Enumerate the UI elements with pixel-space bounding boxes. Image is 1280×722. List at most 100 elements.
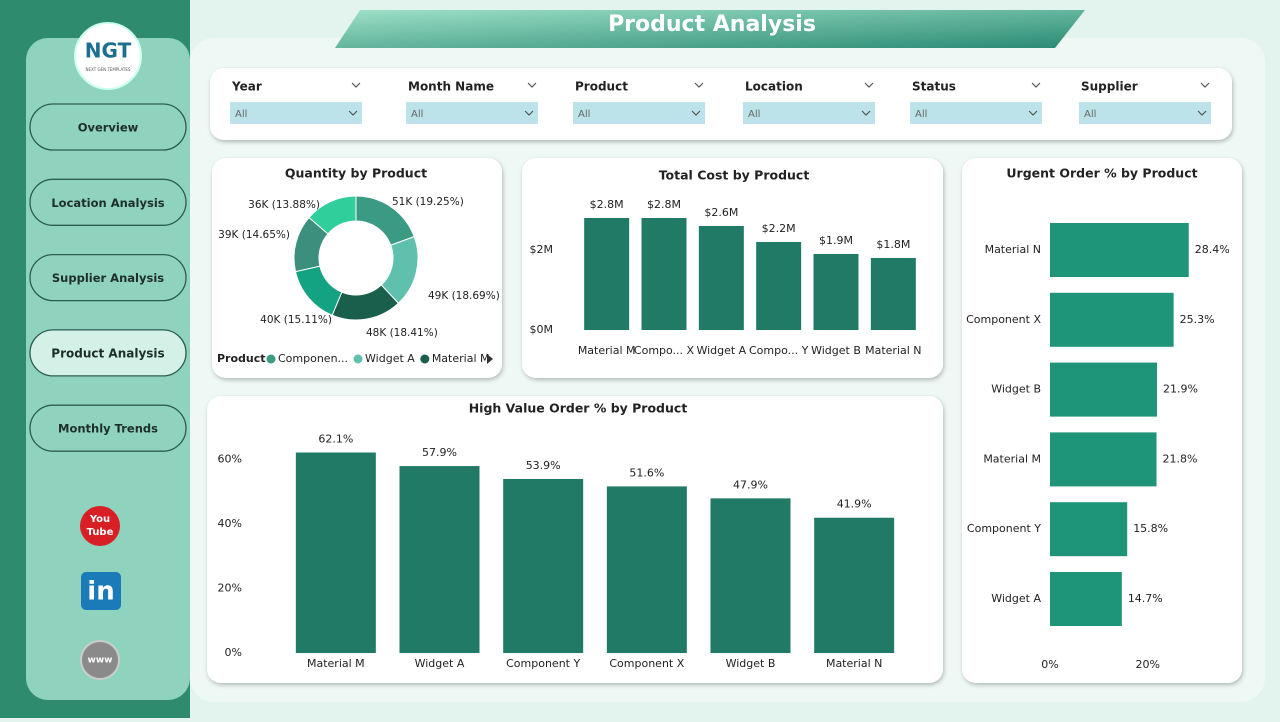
filter-chevron bbox=[694, 82, 704, 88]
filter-dropdown[interactable] bbox=[743, 102, 875, 124]
x-tick-label: Compo... X bbox=[634, 344, 695, 357]
x-tick-label: 20% bbox=[1135, 658, 1159, 671]
filter-dropdown[interactable] bbox=[406, 102, 538, 124]
legend-label: Material M bbox=[432, 352, 490, 365]
icon-text: You bbox=[89, 514, 110, 525]
logo-text: NGT bbox=[85, 39, 132, 63]
bar bbox=[503, 478, 584, 653]
dropdown-chevron bbox=[691, 110, 701, 116]
filter-dropdown[interactable] bbox=[910, 102, 1042, 124]
chart-title: Quantity by Product bbox=[285, 166, 427, 181]
data-label: $2.8M bbox=[590, 198, 624, 211]
data-label: 28.4% bbox=[1195, 243, 1230, 256]
y-tick-label: Widget B bbox=[991, 383, 1041, 396]
legend-swatch bbox=[353, 354, 363, 364]
nav-label: Supplier Analysis bbox=[52, 271, 164, 285]
title-banner bbox=[335, 10, 1085, 48]
legend-swatch bbox=[266, 354, 276, 364]
nav-label: Product Analysis bbox=[51, 346, 164, 360]
linkedin-icon[interactable] bbox=[81, 572, 121, 610]
nav-button[interactable] bbox=[29, 178, 187, 226]
bar bbox=[1050, 292, 1174, 347]
filter-dropdown[interactable] bbox=[1079, 102, 1211, 124]
data-label: $1.8M bbox=[876, 238, 910, 251]
filter-value: All bbox=[411, 109, 423, 120]
filter-bar bbox=[210, 68, 1232, 140]
filter-value: All bbox=[915, 109, 927, 120]
filter-value: All bbox=[578, 109, 590, 120]
y-tick-label: Material M bbox=[983, 452, 1041, 465]
y-tick-label: 60% bbox=[218, 452, 242, 465]
legend-label: Componen... bbox=[278, 352, 348, 365]
data-label: 53.9% bbox=[526, 459, 561, 472]
dropdown-chevron bbox=[1197, 110, 1207, 116]
nav-label: Overview bbox=[78, 121, 139, 135]
dropdown-chevron bbox=[1028, 110, 1038, 116]
nav-button[interactable] bbox=[29, 253, 187, 302]
data-label: 57.9% bbox=[422, 446, 457, 459]
nav-button[interactable] bbox=[29, 404, 187, 452]
web-icon[interactable] bbox=[80, 640, 120, 680]
y-tick-label: 0% bbox=[225, 646, 242, 659]
x-tick-label: Widget B bbox=[811, 344, 861, 357]
nav-button[interactable] bbox=[29, 329, 187, 377]
filter-dropdown[interactable] bbox=[573, 102, 705, 124]
filter-chevron bbox=[864, 82, 874, 88]
bar bbox=[1050, 502, 1128, 557]
donut-slice bbox=[308, 195, 357, 235]
x-tick-label: Material N bbox=[865, 344, 921, 357]
filter-label: Status bbox=[912, 80, 956, 94]
bar bbox=[756, 242, 802, 330]
x-tick-label: Material M bbox=[307, 657, 365, 670]
legend-arrow[interactable] bbox=[487, 354, 493, 364]
dropdown-chevron bbox=[524, 110, 534, 116]
data-label: 47.9% bbox=[733, 478, 768, 491]
data-label: 21.8% bbox=[1163, 452, 1198, 465]
bar bbox=[295, 452, 376, 653]
bar bbox=[710, 498, 791, 653]
y-tick-label: 20% bbox=[218, 581, 242, 594]
dropdown-chevron bbox=[861, 110, 871, 116]
filter-label: Location bbox=[745, 80, 803, 94]
bar bbox=[1050, 362, 1157, 417]
card bbox=[962, 158, 1242, 683]
filter-chevron bbox=[527, 82, 537, 88]
data-label: 15.8% bbox=[1133, 522, 1168, 535]
chart-title: High Value Order % by Product bbox=[469, 401, 688, 416]
bar bbox=[1050, 572, 1122, 626]
y-tick-label: $0M bbox=[530, 323, 554, 336]
x-tick-label: Widget A bbox=[415, 657, 465, 670]
legend-title: Product bbox=[217, 352, 266, 365]
bar bbox=[606, 486, 687, 653]
filter-label: Supplier bbox=[1081, 80, 1138, 94]
filter-chevron bbox=[1200, 82, 1210, 88]
chart-title: Total Cost by Product bbox=[659, 168, 810, 183]
bar bbox=[399, 466, 480, 653]
x-tick-label: 0% bbox=[1041, 658, 1058, 671]
chart-title: Urgent Order % by Product bbox=[1006, 166, 1197, 181]
youtube-icon[interactable] bbox=[80, 506, 120, 546]
logo bbox=[74, 22, 142, 90]
filter-value: All bbox=[1084, 109, 1096, 120]
data-label: 62.1% bbox=[318, 433, 353, 446]
nav-label: Monthly Trends bbox=[58, 422, 158, 436]
data-label: 48K (18.41%) bbox=[366, 327, 438, 339]
data-label: $2.6M bbox=[704, 206, 738, 219]
bar bbox=[584, 218, 630, 330]
y-tick-label: Material N bbox=[985, 243, 1041, 256]
data-label: $2.8M bbox=[647, 198, 681, 211]
data-label: 51.6% bbox=[629, 466, 664, 479]
nav-label: Location Analysis bbox=[51, 196, 164, 210]
data-label: 49K (18.69%) bbox=[428, 290, 500, 302]
filter-dropdown[interactable] bbox=[230, 102, 362, 124]
bar bbox=[1050, 223, 1189, 277]
icon-text: Tube bbox=[87, 527, 114, 538]
legend-swatch bbox=[420, 354, 430, 364]
bar bbox=[1050, 432, 1157, 487]
filter-value: All bbox=[748, 109, 760, 120]
nav-button[interactable] bbox=[29, 103, 187, 151]
y-tick-label: 40% bbox=[218, 517, 242, 530]
x-tick-label: Compo... Y bbox=[749, 344, 809, 357]
data-label: 41.9% bbox=[837, 498, 872, 511]
